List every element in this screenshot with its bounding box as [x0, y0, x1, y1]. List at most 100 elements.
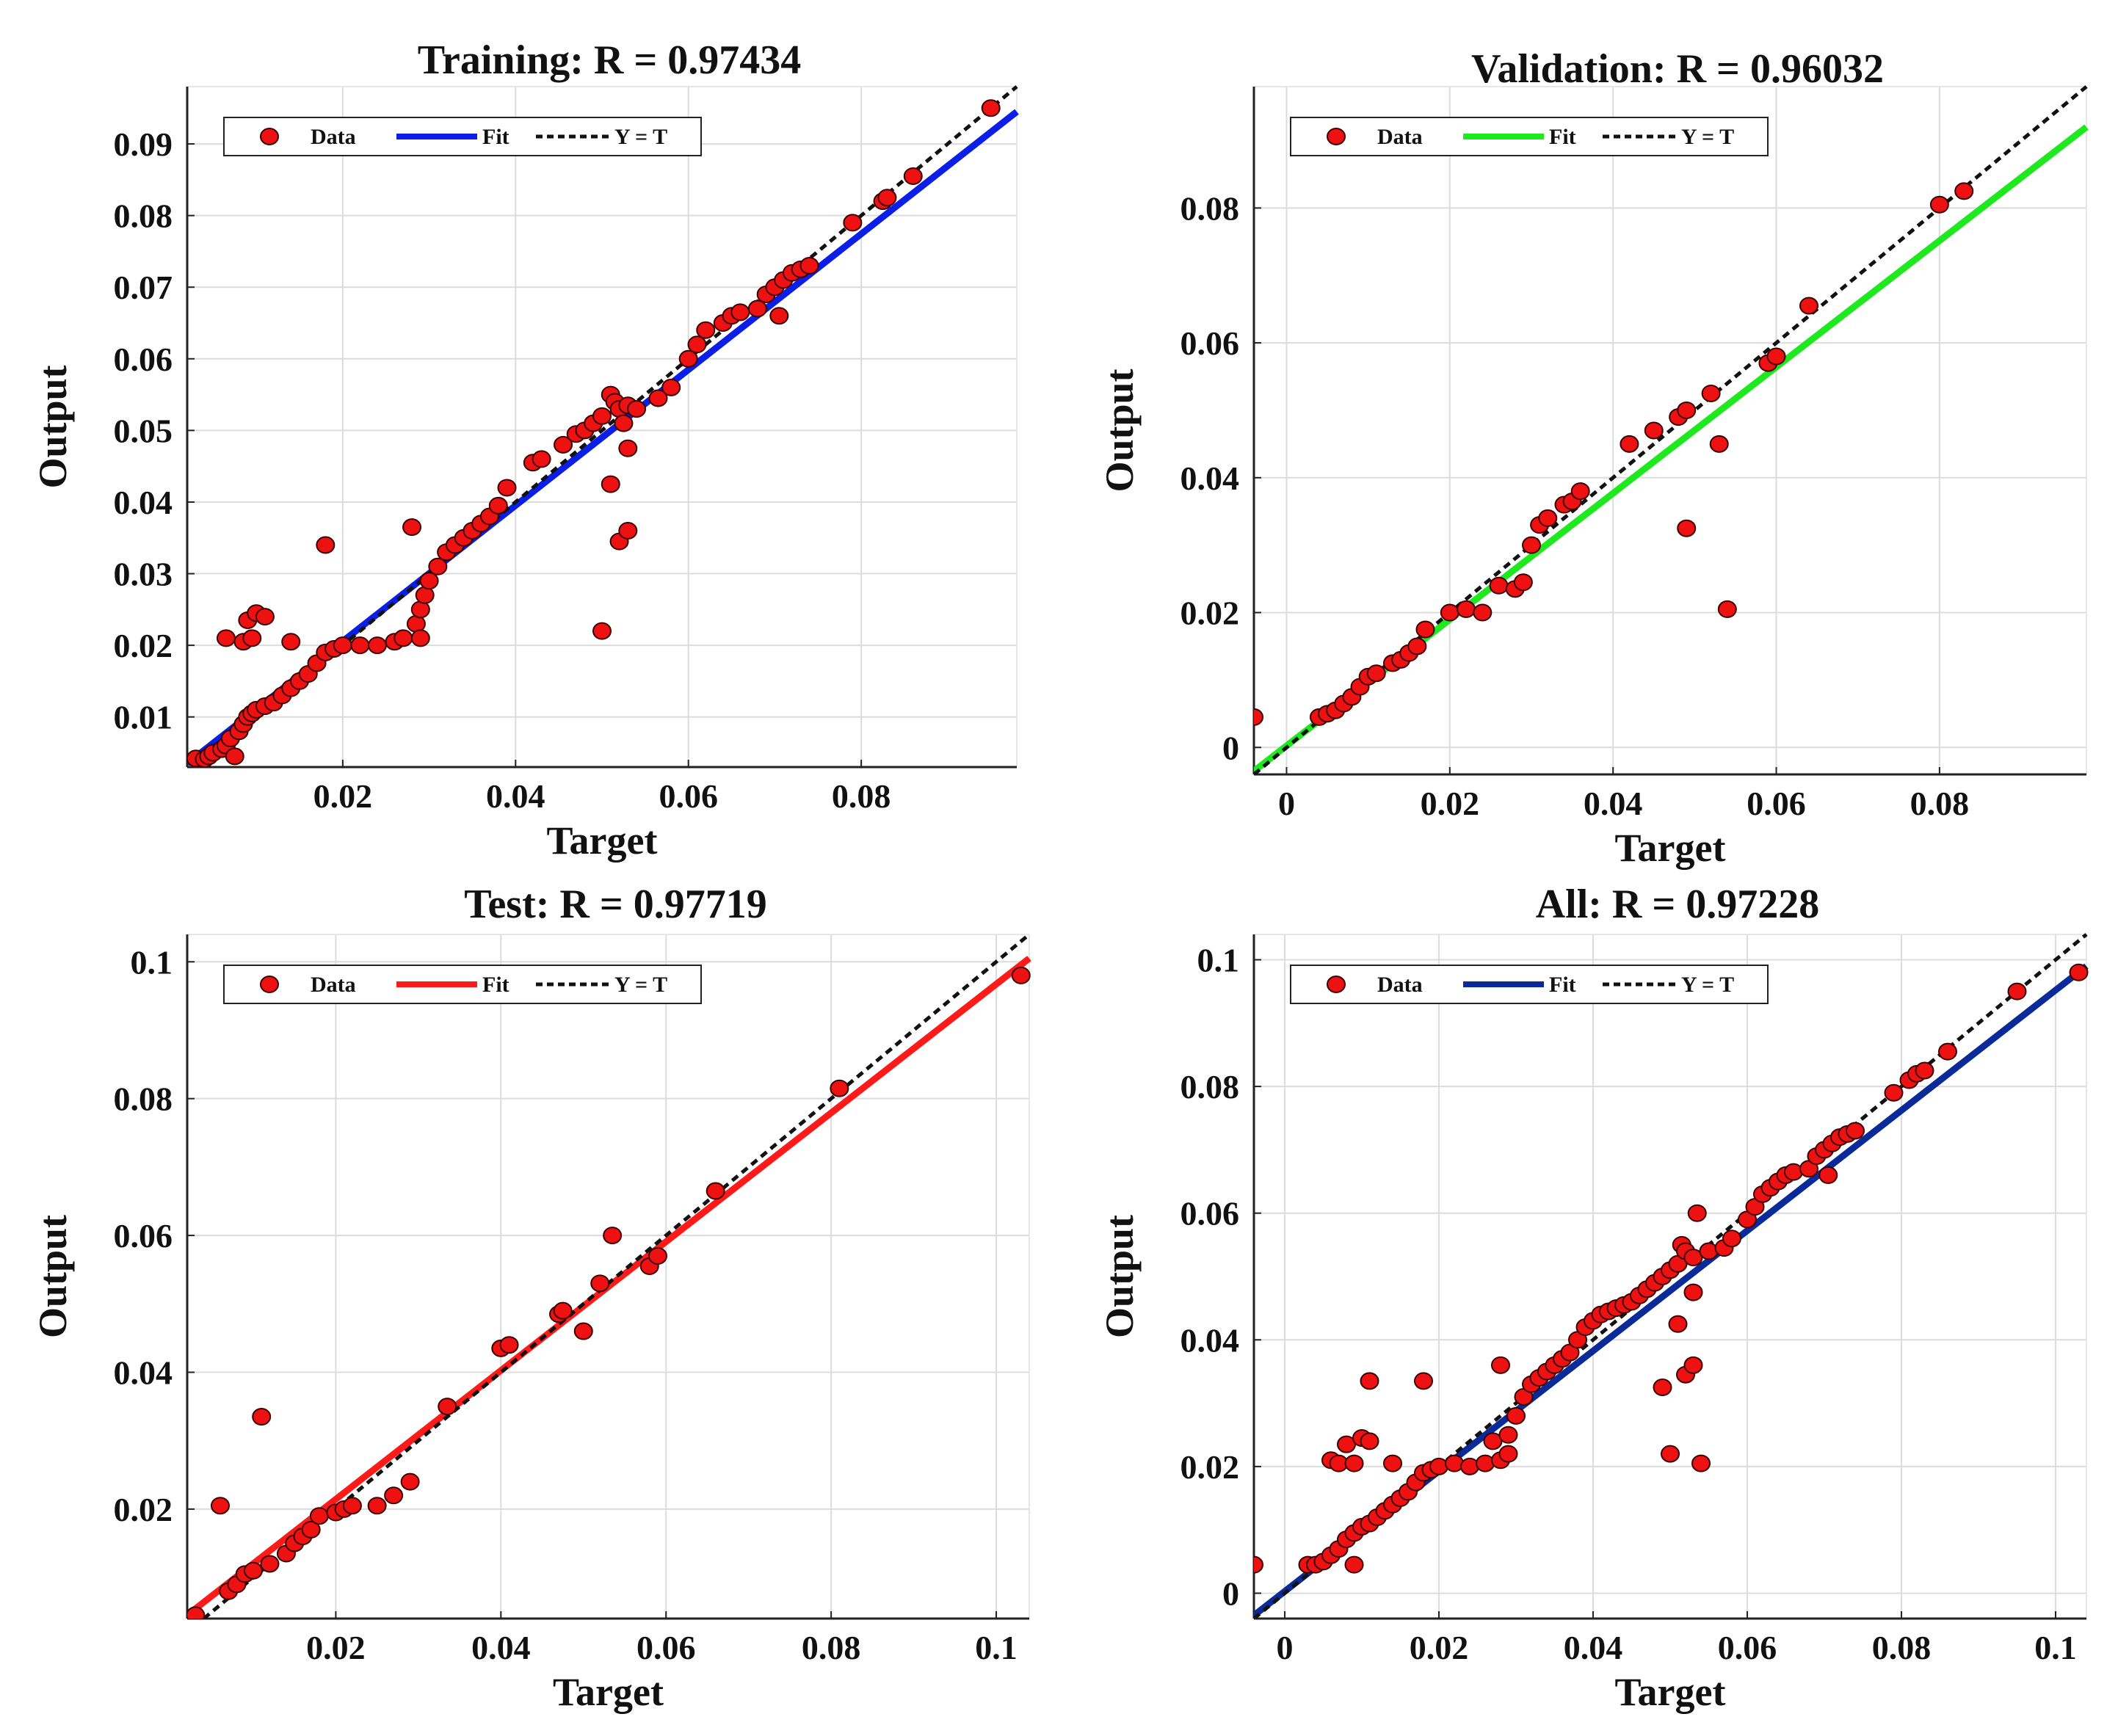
x-tick-label: 0.1 — [2034, 1629, 2077, 1666]
data-point — [316, 536, 336, 554]
data-point — [1653, 1379, 1672, 1397]
data-point — [187, 1606, 206, 1619]
data-point — [1954, 182, 1974, 200]
data-point — [618, 521, 638, 540]
x-tick-label: 0.08 — [1872, 1629, 1932, 1666]
data-point — [730, 303, 750, 322]
x-tick-label: 0.08 — [832, 777, 891, 815]
legend-data-label: Data — [311, 125, 356, 149]
data-point — [627, 400, 647, 418]
data-point — [799, 256, 819, 275]
legend-ref-label: Y = T — [614, 125, 667, 149]
legend-ref-label: Y = T — [1681, 973, 1734, 997]
data-point — [648, 1247, 667, 1265]
legend-data-marker — [260, 976, 279, 993]
data-point — [1360, 1372, 1379, 1390]
y-axis-label: Output — [31, 1215, 75, 1338]
data-point — [1491, 1356, 1510, 1374]
x-axis-label: Target — [1615, 1670, 1726, 1714]
y-tick-label: 0.02 — [1181, 1448, 1240, 1486]
data-point — [1691, 1454, 1711, 1472]
data-point — [1506, 1406, 1526, 1425]
legend-data-marker — [1327, 976, 1346, 993]
x-tick-label: 0.06 — [659, 777, 718, 815]
data-point — [706, 1182, 725, 1200]
data-point — [1476, 1454, 1495, 1472]
data-point — [1360, 1432, 1379, 1450]
y-axis-label: Output — [1098, 368, 1142, 492]
y-tick-label: 0.1 — [131, 943, 173, 981]
x-tick-label: 0.02 — [313, 777, 373, 815]
data-point — [210, 1497, 230, 1515]
y-tick-label: 0.01 — [114, 699, 173, 736]
data-point — [1938, 1042, 1957, 1061]
data-point — [1620, 435, 1639, 453]
y-tick-label: 0.05 — [114, 412, 173, 449]
data-point — [603, 1227, 623, 1245]
legend-data-label: Data — [311, 973, 356, 997]
series-group — [1254, 933, 2089, 1619]
data-point — [1473, 603, 1493, 622]
data-point — [497, 479, 517, 497]
data-point — [1460, 1457, 1479, 1475]
chart-title: Validation: R = 0.96032 — [1471, 46, 1884, 92]
data-point — [903, 167, 923, 185]
data-point — [225, 747, 244, 766]
chart-title: All: R = 0.97228 — [1536, 882, 1820, 927]
x-axis-label: Target — [1615, 826, 1726, 870]
data-point — [367, 1497, 387, 1515]
data-point — [301, 1520, 321, 1539]
x-tick-label: 0 — [1278, 785, 1295, 822]
data-point — [243, 1561, 263, 1580]
data-point — [1383, 1454, 1402, 1472]
y-tick-label: 0.02 — [114, 1491, 173, 1528]
data-point — [877, 189, 897, 207]
y-tick-label: 0.06 — [114, 1217, 173, 1254]
legend-ref-label: Y = T — [614, 973, 667, 997]
y-tick-label: 0 — [1222, 729, 1239, 766]
data-point — [216, 629, 236, 647]
data-point — [1440, 603, 1459, 622]
data-point — [1846, 1122, 1865, 1140]
data-point — [410, 600, 430, 619]
data-point — [981, 99, 1001, 117]
data-point — [590, 1274, 610, 1293]
x-tick-label: 0.04 — [1584, 785, 1643, 822]
data-point — [1429, 1457, 1448, 1475]
series-group — [187, 933, 1031, 1619]
legend-fit-label: Fit — [1549, 973, 1576, 997]
x-tick-label: 0.02 — [1410, 1629, 1469, 1666]
data-point — [1254, 708, 1263, 726]
data-point — [1709, 435, 1729, 453]
data-point — [260, 1555, 280, 1573]
data-point — [532, 450, 551, 468]
data-point — [1011, 966, 1031, 984]
y-tick-label: 0.04 — [1181, 1321, 1240, 1359]
x-tick-label: 0.04 — [471, 1629, 531, 1666]
data-point — [1677, 519, 1697, 537]
y-axis-label: Output — [1098, 1215, 1142, 1338]
data-point — [1498, 1445, 1518, 1463]
legend-data-label: Data — [1377, 125, 1423, 149]
y-tick-label: 0.04 — [114, 1354, 173, 1391]
data-point — [1415, 620, 1435, 639]
data-point — [1457, 600, 1476, 618]
data-point — [419, 572, 439, 590]
data-point — [1445, 1454, 1464, 1472]
data-point — [406, 614, 426, 633]
data-point — [830, 1079, 849, 1097]
y-tick-label: 0.06 — [1181, 324, 1240, 362]
series-group — [187, 85, 1019, 767]
data-point — [438, 1398, 457, 1416]
x-tick-label: 0.02 — [1421, 785, 1480, 822]
data-point — [696, 321, 716, 339]
legend-fit-label: Fit — [482, 125, 509, 149]
data-point — [1538, 509, 1558, 527]
data-point — [400, 1472, 420, 1491]
data-point — [648, 389, 668, 407]
data-point — [1254, 1555, 1263, 1574]
data-point — [1722, 1230, 1741, 1248]
data-point — [1683, 1356, 1703, 1374]
data-point — [553, 1301, 573, 1320]
